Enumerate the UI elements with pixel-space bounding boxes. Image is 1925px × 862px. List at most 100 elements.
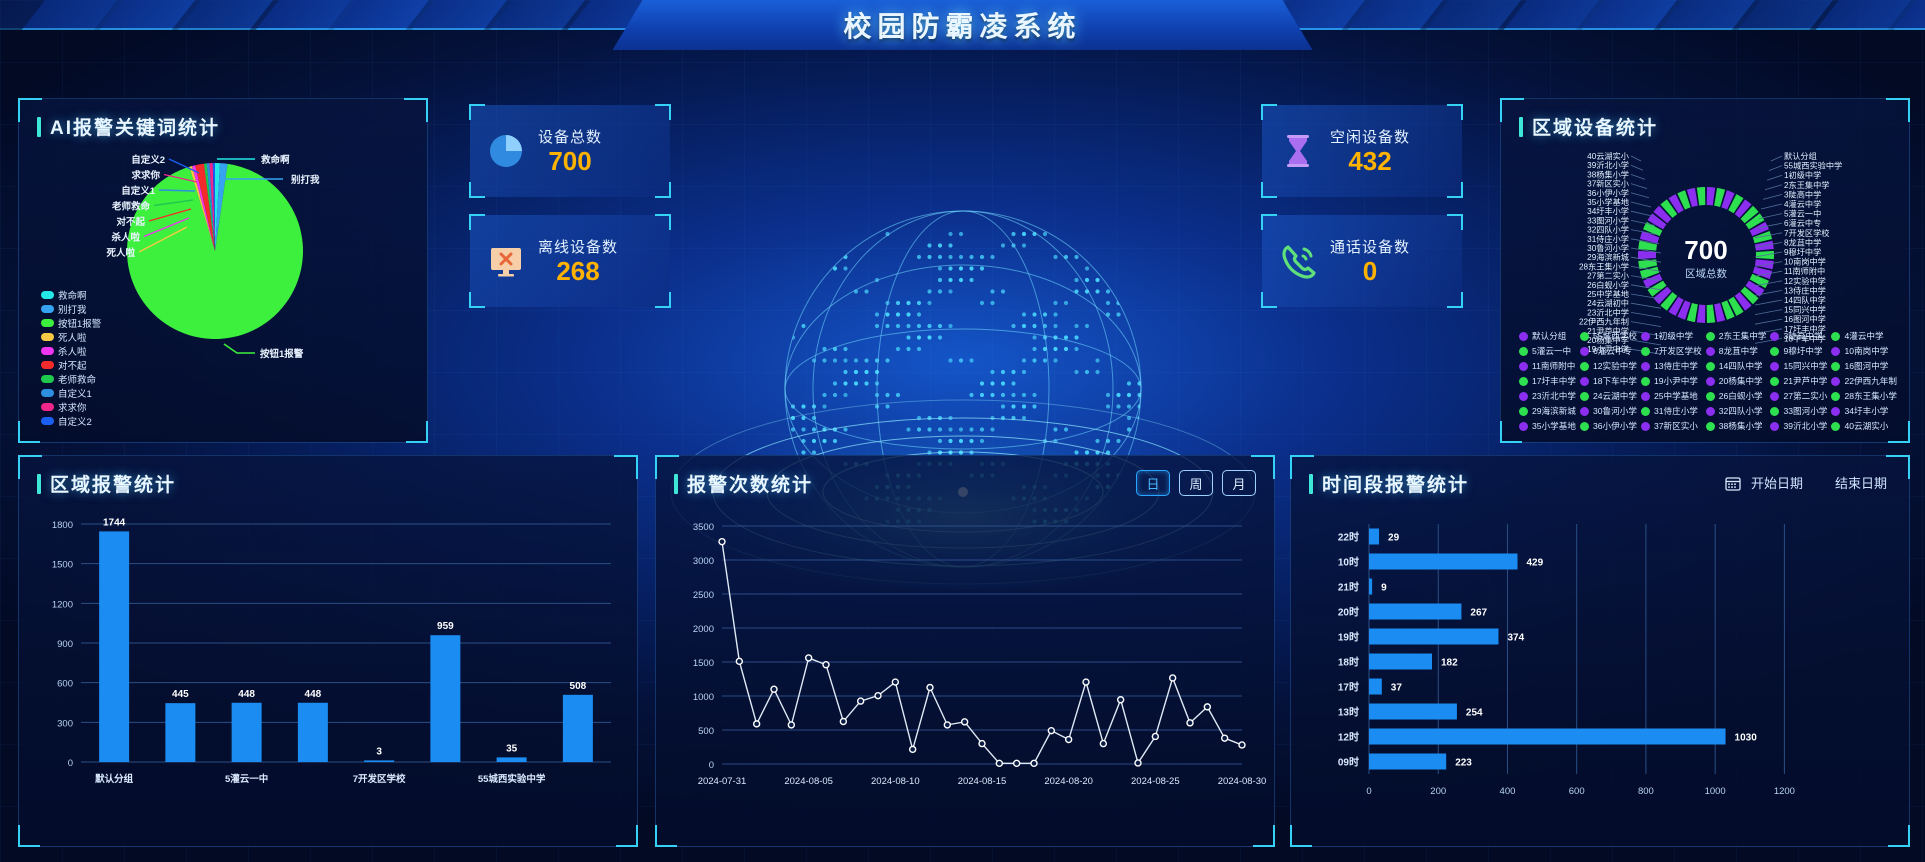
donut-segment[interactable] <box>1638 240 1658 251</box>
bar[interactable] <box>165 703 196 762</box>
bar[interactable] <box>496 757 527 762</box>
legend-item[interactable]: 18下车中学 <box>1579 375 1637 387</box>
legend-item[interactable]: 5灌云一中 <box>1519 345 1576 357</box>
pie-slice[interactable] <box>215 163 220 251</box>
legend-item[interactable]: 17圩丰中学 <box>1519 375 1576 387</box>
line-data-point[interactable] <box>995 759 1004 768</box>
donut-segment[interactable] <box>1660 199 1678 218</box>
bar[interactable] <box>1369 678 1382 695</box>
donut-segment[interactable] <box>1677 300 1691 320</box>
bar[interactable] <box>1369 703 1457 720</box>
legend-item[interactable]: 8龙苴中学 <box>1705 345 1767 357</box>
legend-item[interactable]: 杀人啦 <box>41 344 413 358</box>
bar[interactable] <box>430 635 461 762</box>
line-data-point[interactable] <box>770 685 778 693</box>
region-alarm-bar-chart[interactable]: 0 300 600 900 1200 1500 1800 1744 445 448 448 3 959 3… <box>19 502 639 842</box>
donut-segment[interactable] <box>1668 296 1684 316</box>
line-data-point[interactable] <box>908 745 917 754</box>
donut-segment[interactable] <box>1696 304 1706 323</box>
line-data-point[interactable] <box>1203 703 1212 711</box>
bar[interactable] <box>297 702 328 762</box>
bar[interactable] <box>364 760 395 762</box>
bar[interactable] <box>1369 728 1726 745</box>
pie-slice[interactable] <box>209 163 215 251</box>
donut-segment[interactable] <box>1686 302 1698 323</box>
donut-segment[interactable] <box>1745 213 1765 230</box>
line-data-point[interactable] <box>822 661 830 669</box>
line-data-point[interactable] <box>1186 719 1194 727</box>
legend-item[interactable]: 老师救命 <box>41 372 413 386</box>
line-data-point[interactable] <box>960 718 969 726</box>
donut-segment[interactable] <box>1639 231 1660 244</box>
legend-item[interactable]: 32四队小学 <box>1705 405 1767 417</box>
donut-segment[interactable] <box>1647 213 1667 230</box>
legend-item[interactable]: 对不起 <box>41 358 413 372</box>
bar[interactable] <box>1369 603 1462 620</box>
kpi-card-idle-devices[interactable]: 空闲设备数 432 <box>1261 104 1463 198</box>
bar[interactable] <box>1369 528 1380 545</box>
donut-segment[interactable] <box>1643 221 1663 237</box>
legend-item[interactable]: 求求你 <box>41 400 413 414</box>
line-data-point[interactable] <box>1238 741 1246 749</box>
range-button-day[interactable]: 日 <box>1136 470 1170 496</box>
donut-segment[interactable] <box>1686 187 1698 208</box>
time-alarm-hbar-chart[interactable]: 0 200 400 600 800 1000 1200 22时 29 10时 429 21时 9 20时 2… <box>1291 508 1911 842</box>
legend-item[interactable]: 4灌云中学 <box>1831 330 1897 342</box>
donut-segment[interactable] <box>1734 199 1752 218</box>
line-data-point[interactable] <box>1012 759 1021 768</box>
donut-segment[interactable] <box>1668 194 1684 214</box>
donut-segment[interactable] <box>1754 259 1774 270</box>
legend-item[interactable]: 25中学基地 <box>1640 390 1702 402</box>
donut-segment[interactable] <box>1745 280 1765 297</box>
end-date-input[interactable]: 结束日期 <box>1834 476 1887 491</box>
legend-item[interactable]: 9穆圩中学 <box>1770 345 1827 357</box>
legend-item[interactable]: 12实验中学 <box>1579 360 1637 372</box>
pie-slice[interactable] <box>189 166 215 251</box>
legend-item[interactable]: 23沂北中学 <box>1519 390 1576 402</box>
donut-segment[interactable] <box>1660 292 1678 311</box>
legend-item[interactable]: 默认分组 <box>1519 330 1576 342</box>
donut-segment[interactable] <box>1721 300 1735 320</box>
legend-item[interactable]: 1初级中学 <box>1640 330 1702 342</box>
legend-item[interactable]: 10南岗中学 <box>1831 345 1897 357</box>
legend-item[interactable]: 28东王集小学 <box>1831 390 1897 402</box>
legend-item[interactable]: 自定义2 <box>41 414 413 428</box>
line-data-point[interactable] <box>752 720 761 728</box>
legend-item[interactable]: 别打我 <box>41 302 413 316</box>
pie-slice[interactable] <box>206 163 215 251</box>
pie-slice[interactable] <box>212 163 215 251</box>
legend-item[interactable]: 30鲁河小学 <box>1579 405 1637 417</box>
donut-segment[interactable] <box>1696 187 1706 206</box>
legend-item[interactable]: 24云湖中学 <box>1579 390 1637 402</box>
line-data-point[interactable] <box>1220 734 1229 742</box>
line-data-point[interactable] <box>1064 735 1073 744</box>
legend-item[interactable]: 36小伊小学 <box>1579 420 1637 432</box>
line-data-point[interactable] <box>978 739 986 748</box>
line-data-point[interactable] <box>1134 759 1142 767</box>
line-data-point[interactable] <box>1099 739 1108 748</box>
legend-item[interactable]: 15同兴中学 <box>1770 360 1827 372</box>
line-data-point[interactable] <box>787 721 796 729</box>
donut-segment[interactable] <box>1714 187 1726 208</box>
line-data-point[interactable] <box>891 678 900 686</box>
legend-item[interactable]: 55城西学校 <box>1579 330 1637 342</box>
donut-segment[interactable] <box>1749 221 1769 237</box>
legend-item[interactable]: 7开发区学校 <box>1640 345 1702 357</box>
kpi-card-offline-devices[interactable]: 离线设备数 268 <box>469 214 671 308</box>
legend-item[interactable]: 20杨集中学 <box>1705 375 1767 387</box>
donut-segment[interactable] <box>1706 304 1716 323</box>
line-data-point[interactable] <box>1116 696 1125 704</box>
donut-segment[interactable] <box>1639 266 1660 279</box>
donut-segment[interactable] <box>1728 194 1744 214</box>
line-data-point[interactable] <box>1168 674 1177 682</box>
bar[interactable] <box>231 702 262 762</box>
kpi-card-total-devices[interactable]: 设备总数 700 <box>469 104 671 198</box>
donut-segment[interactable] <box>1638 259 1658 270</box>
pie-slice[interactable] <box>203 163 215 251</box>
legend-item[interactable]: 34圩丰小学 <box>1831 405 1897 417</box>
line-data-point[interactable] <box>943 721 952 729</box>
calendar-icon[interactable] <box>1725 475 1741 491</box>
donut-segment[interactable] <box>1721 190 1735 210</box>
donut-segment[interactable] <box>1653 205 1672 224</box>
